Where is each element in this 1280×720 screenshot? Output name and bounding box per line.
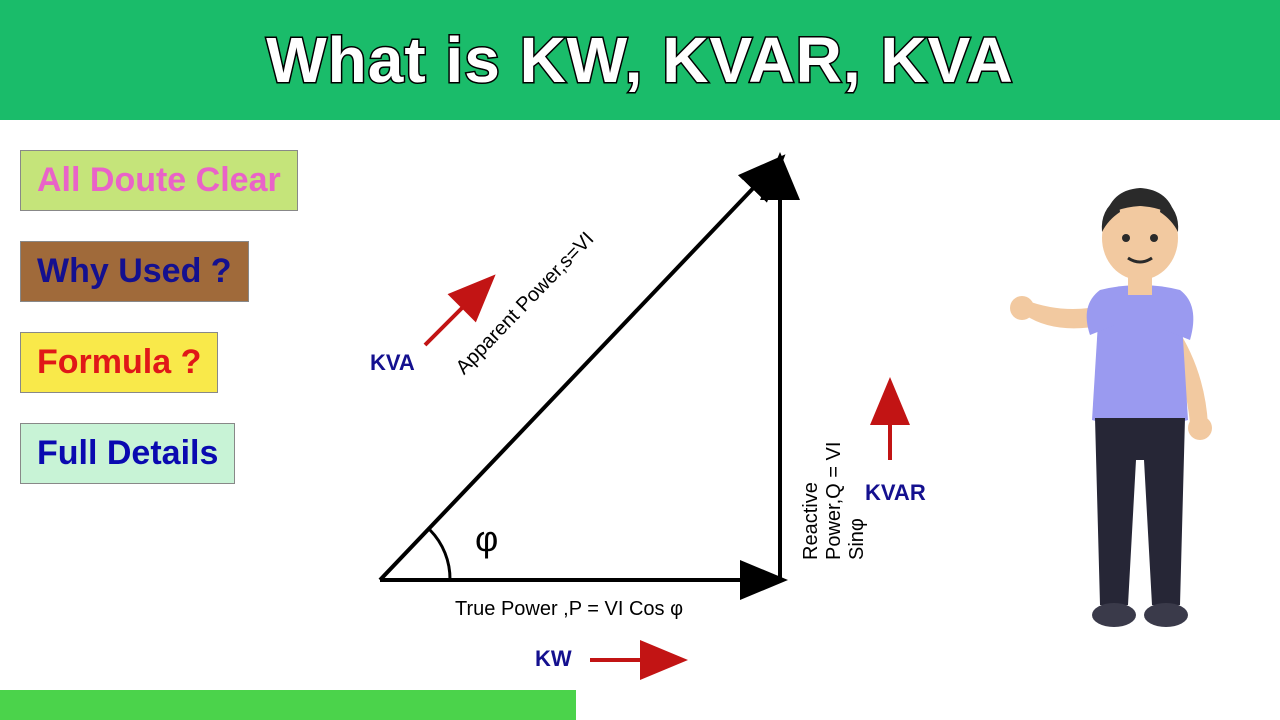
page-title: What is KW, KVAR, KVA bbox=[266, 23, 1014, 97]
base-label: True Power ,P = VI Cos φ bbox=[455, 598, 683, 621]
power-triangle-diagram: Apparent Power,s=VI True Power ,P = VI C… bbox=[340, 120, 940, 680]
box-details: Full Details bbox=[20, 423, 235, 484]
kvar-text: KVAR bbox=[865, 480, 926, 506]
triangle-svg bbox=[340, 120, 940, 680]
box-formula: Formula ? bbox=[20, 332, 218, 393]
header-bar: What is KW, KVAR, KVA bbox=[0, 0, 1280, 120]
triangle-hypotenuse bbox=[380, 160, 780, 580]
footer-bar bbox=[0, 690, 576, 720]
left-panel: All Doute Clear Why Used ? Formula ? Ful… bbox=[0, 120, 340, 680]
kva-text: KVA bbox=[370, 350, 415, 376]
right-panel bbox=[940, 120, 1280, 680]
content-area: All Doute Clear Why Used ? Formula ? Ful… bbox=[0, 120, 1280, 680]
angle-arc bbox=[430, 530, 450, 580]
vertical-label: Reactive Power,Q = VI Sinφ bbox=[800, 420, 869, 560]
box-doute: All Doute Clear bbox=[20, 150, 298, 211]
box-why: Why Used ? bbox=[20, 241, 249, 302]
presenter-person bbox=[1010, 160, 1270, 640]
angle-phi: φ bbox=[475, 518, 498, 560]
kw-text: KW bbox=[535, 646, 572, 672]
